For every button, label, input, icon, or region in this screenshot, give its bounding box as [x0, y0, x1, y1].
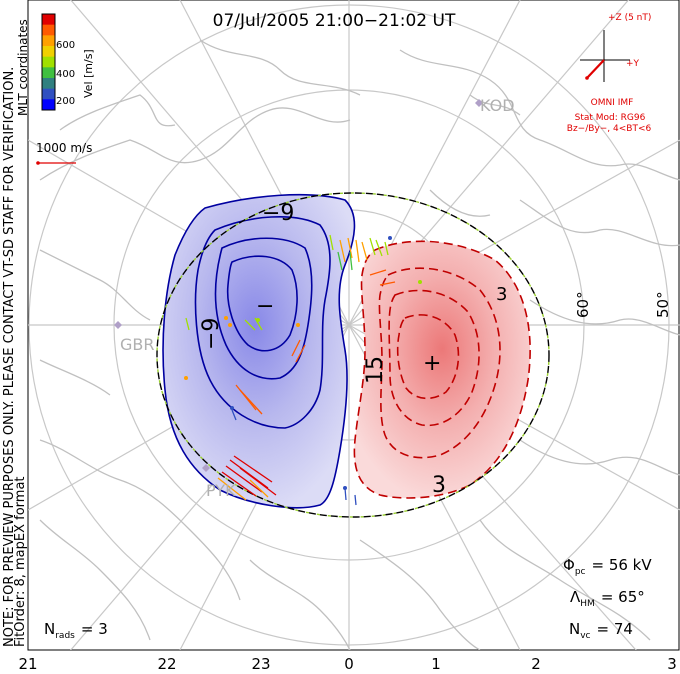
min-potential-marker: − — [256, 294, 274, 319]
contour-label-pos-15: 15 — [363, 356, 388, 384]
imf-source: OMNI IMF — [591, 98, 634, 108]
station-markers — [114, 99, 483, 472]
mlt-tick-2: 2 — [531, 655, 541, 673]
reference-vector — [36, 161, 76, 165]
contour-label-pos-3b: 3 — [496, 284, 507, 305]
positive-potential-cell — [353, 240, 531, 499]
imf-condition: Bz−/By−, 4<BT<6 — [567, 124, 652, 134]
velocity-vectors — [184, 234, 422, 506]
imf-model: Stat Mod: RG96 — [575, 113, 646, 123]
hm-boundary-vectors — [156, 192, 550, 518]
colorbar-tick-200: 200 — [56, 96, 75, 107]
imf-y-label: +Y — [626, 59, 640, 69]
imf-clock — [580, 30, 630, 82]
stat-nvc: Nvc = 74 — [569, 620, 633, 641]
colorbar-tick-600: 600 — [56, 40, 75, 51]
stat-phi-pc: Φpc = 56 kV — [563, 556, 652, 577]
mlt-tick-23: 23 — [251, 655, 270, 673]
svg-text:Φpc= 56 kV: Φpc = 56 kV — [563, 556, 652, 577]
stat-lambda-hm: ΛHM = 65° — [570, 588, 645, 609]
plot-title: 07/Jul/2005 21:00−21:02 UT — [213, 11, 456, 31]
fit-order-note: FitOrder: 8, mapEX format — [13, 476, 28, 647]
svg-text:ΛHM= 65°: ΛHM = 65° — [570, 588, 645, 609]
max-potential-marker: + — [423, 351, 441, 376]
colorbar-swatch — [42, 88, 55, 100]
contour-label-neg-top: −9 — [262, 201, 294, 226]
colorbar-swatch — [42, 67, 55, 79]
colorbar-title: Vel [m/s] — [82, 49, 95, 98]
colorbar-border — [41, 13, 56, 111]
negative-potential-cell — [162, 193, 356, 509]
stat-nrads: Nrads = 3 — [44, 620, 108, 641]
lat-label-60: 60° — [574, 291, 592, 318]
station-gbr-marker — [114, 321, 122, 329]
hm-boundary — [156, 192, 550, 518]
coastlines — [39, 39, 680, 650]
colorbar-swatch — [42, 46, 55, 58]
svg-text:Nrads= 3: Nrads = 3 — [44, 620, 108, 641]
mlt-tick-22: 22 — [157, 655, 176, 673]
colorbar-swatch — [42, 78, 55, 90]
reference-vector-label: 1000 m/s — [36, 141, 92, 155]
station-pyk-marker — [202, 464, 210, 472]
velocity-colorbar — [41, 13, 56, 111]
mlt-tick-3: 3 — [667, 655, 677, 673]
colorbar-swatch — [42, 14, 55, 26]
coordinates-label: MLT coordinates — [16, 19, 30, 116]
colorbar-tick-400: 400 — [56, 69, 75, 80]
station-kod-marker — [475, 99, 483, 107]
imf-vector-icon — [586, 59, 605, 79]
mlt-tick-0: 0 — [344, 655, 354, 673]
station-gbr-label: GBR — [120, 335, 155, 354]
contour-label-neg-left: −9 — [199, 318, 224, 350]
colorbar-swatch — [42, 99, 55, 111]
colorbar-swatch — [42, 56, 55, 68]
colorbar-swatch — [42, 35, 55, 47]
lat-label-50: 50° — [654, 291, 672, 318]
imf-z-label: +Z (5 nT) — [608, 13, 651, 23]
station-kod-label: KOD — [480, 96, 515, 115]
mlt-axis: 21 22 23 0 1 2 3 — [18, 655, 676, 673]
svg-text:Nvc= 74: Nvc = 74 — [569, 620, 633, 641]
colorbar-swatch — [42, 24, 55, 36]
mlt-tick-21: 21 — [18, 655, 37, 673]
contour-label-pos-3: 3 — [432, 473, 446, 498]
station-pyk-label: PYK — [206, 481, 236, 500]
mlt-tick-1: 1 — [431, 655, 441, 673]
